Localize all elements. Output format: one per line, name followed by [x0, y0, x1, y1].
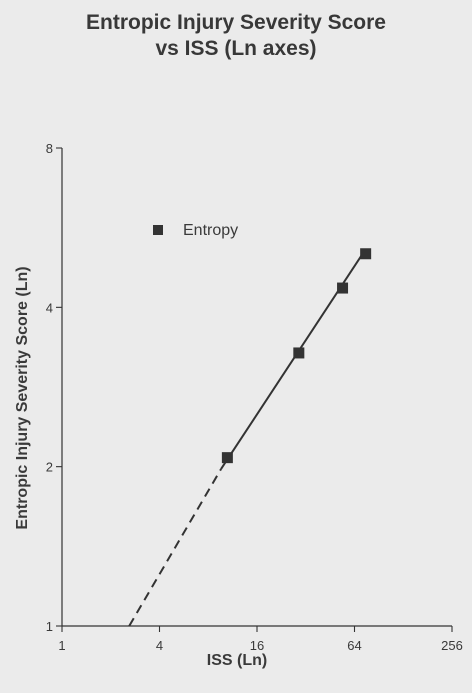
y-axis-label: Entropic Injury Severity Score (Ln) — [14, 266, 31, 529]
y-tick-label: 2 — [46, 460, 53, 475]
y-tick-label: 1 — [46, 619, 53, 634]
x-tick-label: 1 — [58, 638, 65, 653]
y-tick-label: 8 — [46, 141, 53, 156]
data-point — [360, 248, 372, 260]
legend-marker — [153, 225, 163, 235]
data-point — [221, 452, 233, 464]
x-tick-label: 4 — [156, 638, 163, 653]
data-point — [293, 347, 305, 359]
chart-title-line-1: Entropic Injury Severity Score — [86, 11, 386, 34]
x-tick-label: 64 — [347, 638, 361, 653]
x-tick-label: 16 — [250, 638, 264, 653]
x-axis-label: ISS (Ln) — [207, 652, 267, 669]
y-tick-label: 4 — [46, 300, 53, 315]
x-tick-label: 256 — [441, 638, 463, 653]
chart-title-line-2: vs ISS (Ln axes) — [155, 37, 317, 60]
fit-line-dashed — [128, 468, 222, 627]
legend-label: Entropy — [183, 222, 238, 239]
data-point — [337, 282, 349, 294]
